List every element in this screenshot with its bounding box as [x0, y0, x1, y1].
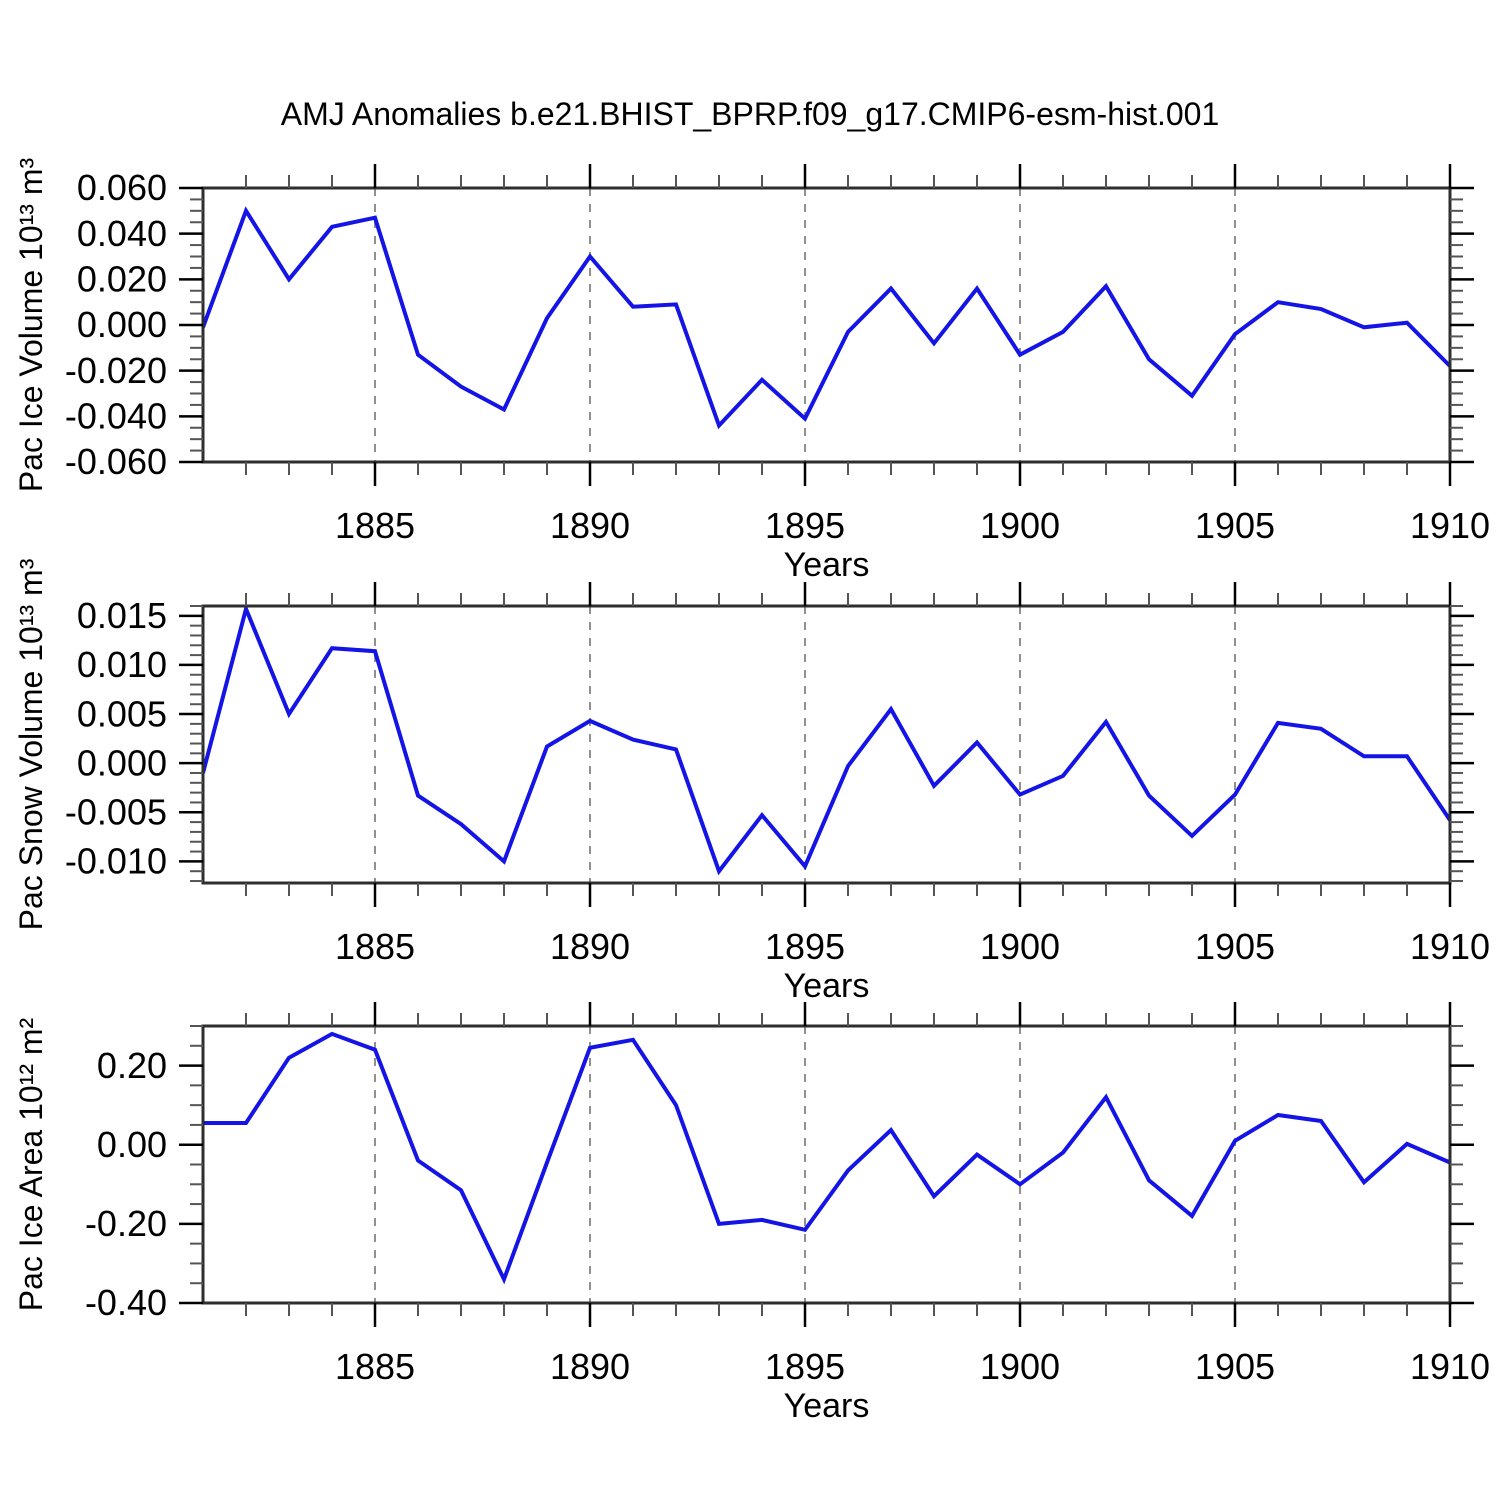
x-tick-label: 1890 — [550, 1346, 630, 1387]
y-tick-label: -0.020 — [65, 350, 167, 391]
y-tick-label: -0.40 — [85, 1282, 167, 1323]
x-tick-label: 1885 — [335, 926, 415, 967]
plot-frame — [201, 186, 1452, 464]
x-tick-label: 1895 — [765, 505, 845, 546]
y-tick-label: -0.005 — [65, 792, 167, 833]
figure-title: AMJ Anomalies b.e21.BHIST_BPRP.f09_g17.C… — [280, 96, 1220, 132]
y-tick-label: 0.000 — [77, 304, 167, 345]
series-line-pac-ice-area — [203, 1031, 1451, 1285]
y-tick-label: -0.010 — [65, 841, 167, 882]
y-tick-label: 0.040 — [77, 213, 167, 254]
x-axis-title-pac-snow-volume: Years — [784, 967, 870, 1005]
x-tick-label: 1900 — [980, 1346, 1060, 1387]
x-tick-label: 1895 — [765, 926, 845, 967]
series-line-pac-snow-volume — [201, 602, 1452, 876]
y-tick-label: 0.000 — [77, 742, 167, 783]
x-tick-label: 1910 — [1410, 505, 1490, 546]
y-tick-label: 0.20 — [97, 1045, 167, 1086]
x-tick-label: 1910 — [1410, 1346, 1490, 1387]
x-tick-label: 1905 — [1195, 505, 1275, 546]
x-tick-label: 1890 — [550, 505, 630, 546]
x-tick-label: 1900 — [980, 505, 1060, 546]
y-tick-label: 0.060 — [77, 167, 167, 208]
y-tick-label: -0.060 — [65, 441, 167, 482]
x-tick-label: 1885 — [335, 1346, 415, 1387]
panel-pac-ice-area: 0.20 0.00 -0.20 -0.40 1885 1890 1895 1900 1905 19… — [13, 1002, 1490, 1425]
y-tick-label: -0.20 — [85, 1203, 167, 1244]
x-axis-title-pac-ice-volume: Years — [784, 546, 870, 584]
x-tick-label: 1885 — [335, 505, 415, 546]
y-tick-label: 0.00 — [97, 1124, 167, 1165]
x-tick-label: 1905 — [1195, 1346, 1275, 1387]
x-axis-title-pac-ice-area: Years — [784, 1387, 870, 1425]
y-axis-title-pac-ice-volume: Pac Ice Volume 10¹³ m³ — [13, 157, 49, 492]
plot-frame — [201, 1024, 1452, 1305]
y-tick-label: 0.020 — [77, 259, 167, 300]
x-tick-label: 1895 — [765, 1346, 845, 1387]
panel-pac-snow-volume: 0.015 0.010 0.005 0.000 -0.005 -0.010 1885 1890… — [13, 558, 1490, 1005]
x-tick-label: 1900 — [980, 926, 1060, 967]
y-tick-label: 0.015 — [77, 595, 167, 636]
y-tick-label: -0.040 — [65, 396, 167, 437]
y-tick-label: 0.010 — [77, 644, 167, 685]
x-tick-label: 1890 — [550, 926, 630, 967]
x-tick-label: 1905 — [1195, 926, 1275, 967]
x-tick-label: 1910 — [1410, 926, 1490, 967]
y-axis-title-pac-snow-volume: Pac Snow Volume 10¹³ m³ — [13, 558, 49, 930]
series-line-pac-ice-volume — [201, 206, 1452, 430]
y-axis-title-pac-ice-area: Pac Ice Area 10¹² m² — [13, 1017, 49, 1311]
y-tick-label: 0.005 — [77, 693, 167, 734]
